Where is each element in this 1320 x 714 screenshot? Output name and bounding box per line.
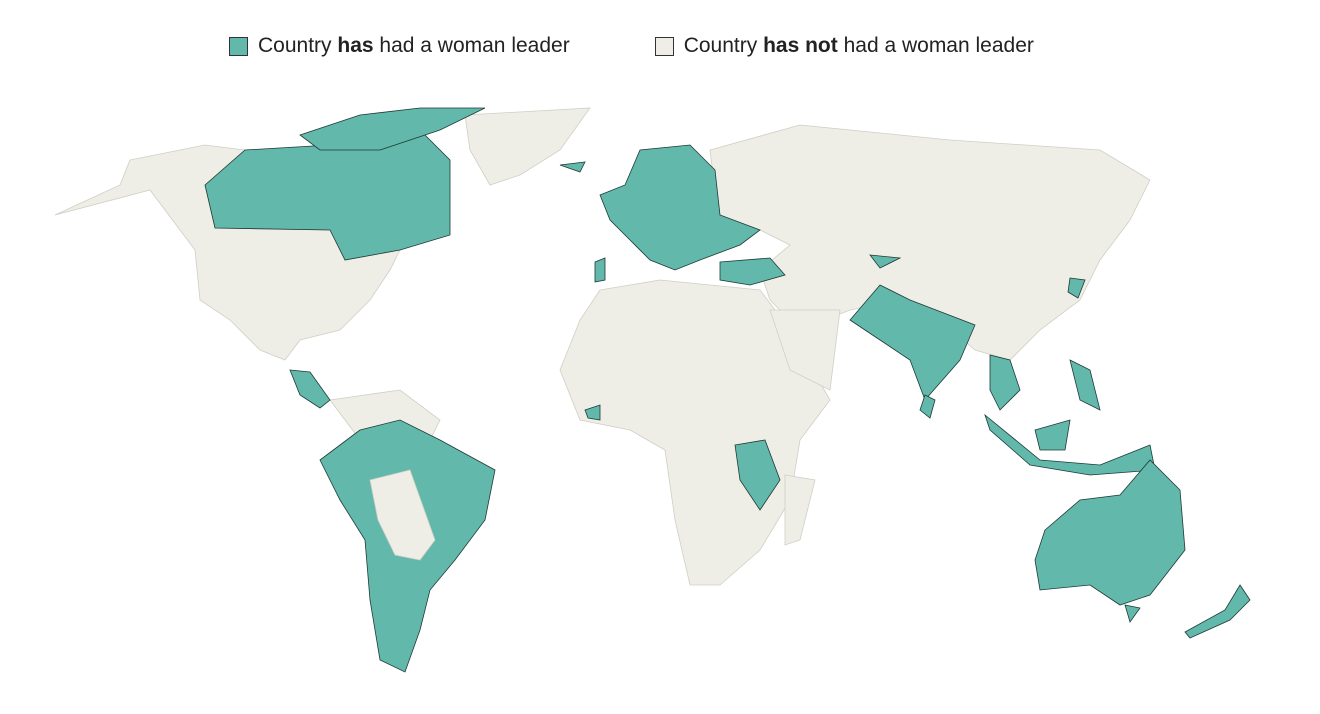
legend-text: had a woman leader bbox=[837, 34, 1034, 57]
legend-text: has not bbox=[763, 34, 838, 57]
legend-item: Country has had a woman leader bbox=[229, 34, 570, 58]
legend-item: Country has not had a woman leader bbox=[654, 34, 1034, 58]
legend-text: had a woman leader bbox=[373, 34, 570, 57]
legend-swatch bbox=[229, 36, 248, 56]
legend: Country has had a woman leader Country ha… bbox=[229, 34, 1034, 58]
highlighted-land bbox=[204, 107, 1251, 673]
legend-text: Country bbox=[258, 34, 338, 57]
legend-swatch bbox=[654, 36, 674, 56]
legend-text: Country bbox=[683, 34, 764, 57]
legend-text: has bbox=[337, 34, 374, 57]
